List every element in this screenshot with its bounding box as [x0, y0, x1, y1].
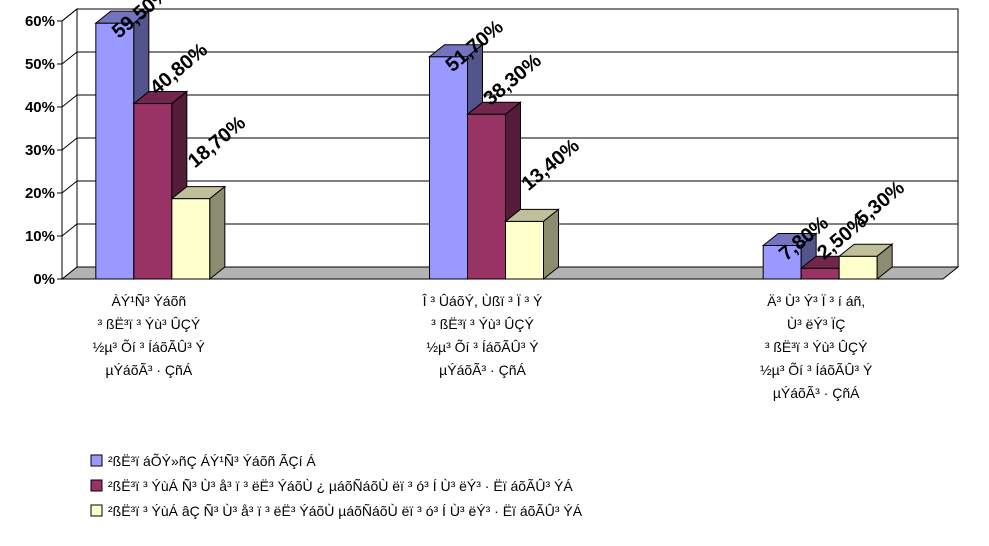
bar [838, 255, 878, 280]
category-label: Ù³ ëÝ³ ÏÇ [787, 316, 845, 332]
bar [505, 220, 544, 280]
gridline [61, 137, 958, 151]
y-tick-label: 40% [25, 99, 55, 116]
category-label: µÝáõÃ³ · ÇñÁ [773, 385, 860, 401]
legend-swatch [90, 504, 103, 517]
y-tick-label: 30% [25, 142, 55, 159]
category-label: ³ ßË³ï ³ Ýù³ ÛÇÝ [97, 316, 200, 332]
bar [467, 113, 506, 280]
bar [133, 103, 173, 280]
gridline [61, 94, 958, 108]
legend-swatch [90, 479, 103, 492]
gridlines [61, 8, 958, 237]
category-label: µÝáõÃ³ · ÇñÁ [439, 362, 526, 378]
y-tick-label: 20% [25, 185, 55, 202]
category-labels: ÀÝ¹Ñ³ Ýáõñ ³ ßË³ï ³ Ýù³ ÛÇÝ ½µ³ Õí ³ ÍáõÃÛ… [93, 293, 873, 401]
gridline [61, 223, 958, 237]
legend: ²ßË³ï áÕÝ»ñÇ ÁÝ¹Ñ³ Ýáõñ ÃÇí Á ²ßË³ï ³ ÝùÁ… [90, 453, 583, 519]
bars [94, 10, 894, 281]
category-label: ½µ³ Õí ³ ÍáõÃÛ³ Ý [93, 339, 206, 355]
category-label: ³ ßË³ï ³ Ýù³ ÛÇÝ [431, 316, 534, 332]
y-axis-ticks: 0% 10% 20% 30% 40% 50% 60% [25, 13, 63, 288]
bar [95, 22, 135, 280]
category-label: ½µ³ Õí ³ ÍáõÃÛ³ Ý [426, 339, 539, 355]
legend-swatch [90, 454, 103, 467]
category-label: ÀÝ¹Ñ³ Ýáõñ [111, 293, 186, 309]
legend-label: ²ßË³ï áÕÝ»ñÇ ÁÝ¹Ñ³ Ýáõñ ÃÇí Á [108, 453, 316, 469]
legend-label: ²ßË³ï ³ ÝùÁ Ñ³ Ù³ å³ ï ³ ëË³ ÝáõÙ ¿ µáõÑ… [108, 478, 573, 494]
legend-label: ²ßË³ï ³ ÝùÁ âÇ Ñ³ Ù³ å³ ï ³ ëË³ ÝáõÙ µáõ… [108, 503, 583, 519]
y-tick-label: 0% [33, 271, 55, 288]
category-label: Î ³ ÛáõÝ, Ùßï ³ Ï ³ Ý [422, 293, 543, 309]
category-label: ½µ³ Õí ³ ÍáõÃÛ³ Ý [760, 362, 873, 378]
y-tick-label: 60% [25, 13, 55, 30]
gridline [61, 51, 958, 65]
bar [429, 56, 468, 280]
bar [800, 267, 840, 280]
bar [171, 198, 211, 280]
bar-side [876, 243, 893, 281]
y-tick-label: 50% [25, 56, 55, 73]
bar-side [543, 208, 559, 281]
gridline [61, 8, 958, 22]
gridline [61, 180, 958, 194]
category-label: µÝáõÃ³ · ÇñÁ [106, 362, 193, 378]
category-label: ³ ßË³ï ³ Ýù³ ÛÇÝ [765, 339, 868, 355]
bar-side [209, 185, 226, 281]
y-tick-label: 10% [25, 228, 55, 245]
category-label: Ä³ Ù³ Ý³ Ï ³ í áñ, [767, 293, 865, 309]
